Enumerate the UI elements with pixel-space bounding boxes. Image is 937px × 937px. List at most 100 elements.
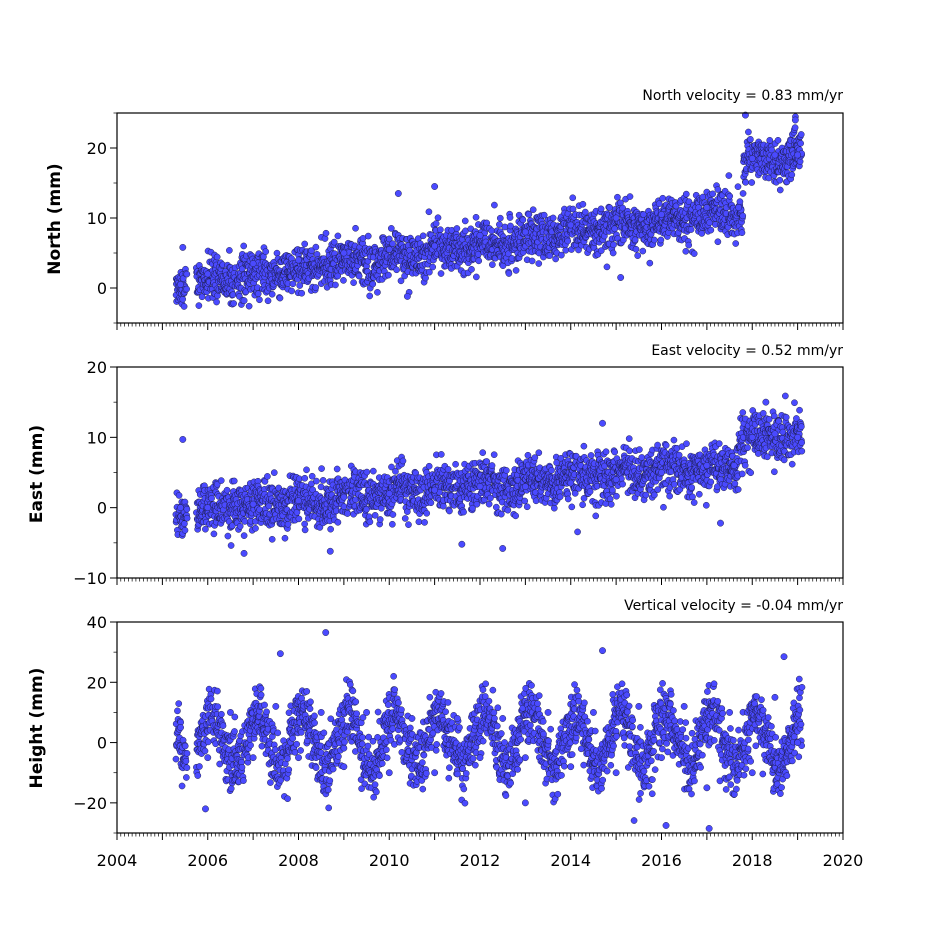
data-point [421,519,428,526]
data-point [505,270,513,277]
data-point [569,205,577,213]
data-point [217,477,225,484]
data-point [512,512,519,520]
data-point [579,200,587,208]
data-point [657,236,665,244]
data-point [682,190,690,198]
data-point [295,475,303,483]
data-point [587,452,595,459]
data-point [301,240,309,248]
data-point [344,510,351,517]
data-point [369,280,377,288]
data-point [281,534,289,542]
data-point [389,240,396,248]
data-point [666,492,673,500]
data-point [747,135,754,143]
data-point [301,520,308,528]
east-y-axis-label: East (mm) [27,425,47,523]
data-point [625,435,633,442]
data-point [485,500,493,508]
data-point [319,477,327,484]
data-point [446,507,453,515]
data-point [403,292,411,300]
data-point [223,486,231,494]
data-point [540,211,548,219]
data-point [376,516,384,523]
data-point [735,204,743,211]
data-point [698,230,706,237]
data-point [431,242,439,250]
data-point [181,520,188,528]
data-point [504,506,512,514]
data-point [385,235,393,243]
data-point [327,525,334,533]
data-point [506,214,514,221]
y-tick-label: 0 [97,499,107,518]
data-point [766,136,774,144]
data-point [265,502,273,510]
data-point [229,291,237,299]
data-point [574,528,581,536]
data-point [638,454,646,461]
data-point [226,247,233,254]
data-point [609,486,616,494]
data-point [782,392,789,400]
data-point [562,246,570,254]
data-point [273,249,281,257]
data-point [748,155,756,162]
data-point [586,488,594,495]
data-point [330,238,338,246]
data-point [670,436,678,444]
data-point [268,290,276,298]
data-point [179,295,187,303]
data-point [776,176,784,184]
data-point [609,249,617,257]
data-point [603,263,611,271]
data-point [488,462,496,469]
data-point [179,243,187,251]
data-point [523,503,531,511]
data-point [425,208,433,216]
y-tick-label: 20 [87,358,107,377]
data-point [355,272,363,280]
data-point [613,492,620,500]
data-point [651,236,658,244]
data-point [739,212,747,220]
data-point [776,186,784,194]
data-point [797,131,805,138]
data-point [340,249,348,257]
data-point [312,243,320,251]
data-point [689,493,696,501]
data-point [371,512,379,519]
data-point [592,512,600,520]
data-point [688,484,695,491]
data-point [734,486,742,493]
data-point [475,257,483,265]
data-point [399,457,407,465]
data-point [528,257,536,265]
data-point [208,494,215,502]
data-point [264,297,272,305]
data-point [401,515,409,522]
east-data-points [172,392,806,557]
data-point [313,477,320,485]
data-point [675,451,683,459]
data-point [352,224,359,232]
north-data-points [172,111,805,310]
data-point [659,194,667,202]
north-velocity-title: North velocity = 0.83 mm/yr [642,88,843,104]
data-point [468,266,475,273]
data-point [642,491,650,499]
data-point [548,467,555,474]
data-point [210,530,218,538]
data-point [393,266,400,274]
data-point [439,502,447,510]
data-point [364,232,372,240]
data-point [213,298,220,306]
data-point [597,205,605,213]
data-point [497,510,505,518]
data-point [198,293,206,301]
data-point [687,226,695,233]
data-point [270,469,278,476]
